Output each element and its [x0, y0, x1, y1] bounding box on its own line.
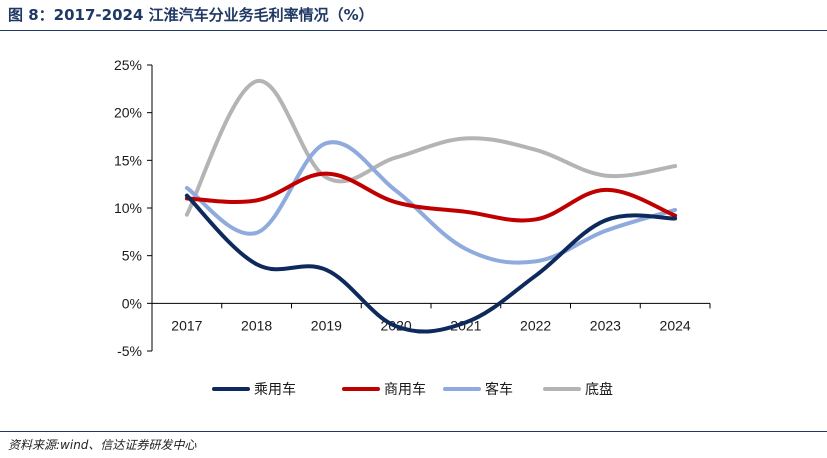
legend-label: 商用车	[384, 381, 426, 398]
legend-label: 底盘	[585, 381, 613, 398]
y-tick-label: 10%	[114, 200, 142, 216]
series-line-乘用车	[184, 193, 678, 334]
x-tick-label: 2024	[660, 317, 691, 333]
series-line-客车	[184, 140, 678, 265]
y-tick-label: 20%	[114, 105, 142, 121]
y-tick-label: 0%	[122, 295, 142, 311]
source-note: 资料来源:wind、信达证券研发中心	[8, 438, 197, 452]
x-tick-label: 2022	[520, 317, 551, 333]
y-tick-label: -5%	[117, 343, 142, 359]
y-tick-label: 25%	[114, 57, 142, 73]
legend: 乘用车 商用车 客车 底盘	[212, 381, 613, 398]
legend-label: 乘用车	[254, 381, 296, 398]
x-tick-label: 2017	[171, 317, 202, 333]
legend-label: 客车	[485, 381, 513, 398]
y-tick-label: 5%	[122, 248, 142, 264]
x-tick-label: 2019	[311, 317, 342, 333]
x-tick-label: 2018	[241, 317, 272, 333]
series-line-商用车	[184, 171, 678, 223]
series-lines	[184, 79, 678, 334]
axes: -5%0%5%10%15%20%25%2017 2018 2019 2020 2021 2…	[114, 57, 711, 359]
x-tick-label: 2021	[450, 317, 481, 333]
x-tick-label: 2023	[590, 317, 621, 333]
title-divider	[0, 30, 827, 31]
series-line-底盘	[184, 79, 678, 217]
chart-title: 图 8：2017-2024 江淮汽车分业务毛利率情况（%）	[8, 6, 374, 24]
y-tick-label: 15%	[114, 152, 142, 168]
source-divider	[0, 431, 827, 432]
